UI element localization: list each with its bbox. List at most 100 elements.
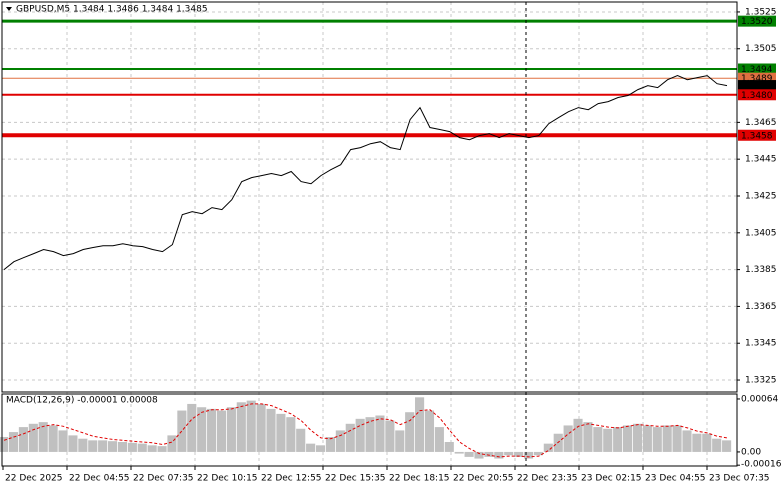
macd-bar [38,422,48,452]
y-tick-label: 1.3345 [745,339,777,349]
x-tick-label: 23 Dec 07:35 [709,474,770,484]
macd-bar [603,428,613,452]
macd-bar [68,435,78,452]
x-tick-label: 22 Dec 18:15 [389,474,450,484]
macd-y-tick-label: 0.00064 [741,394,778,404]
macd-bar [355,418,365,452]
macd-bar [523,451,534,459]
macd-bar [28,423,38,452]
macd-bar [8,432,19,452]
level-label: 1.3494 [741,65,773,75]
macd-bar [335,430,345,452]
macd-bar [533,451,543,456]
macd-bar [395,430,405,452]
macd-bar [107,441,118,452]
macd-bar [207,408,217,452]
macd-bar [98,440,108,452]
level-label-box [738,89,776,101]
macd-bar [375,415,385,452]
x-tick-label: 22 Dec 23:35 [517,474,578,484]
macd-bar [484,451,494,457]
macd-bar [296,428,306,452]
macd-bar [722,440,732,452]
x-tick-label: 22 Dec 07:35 [133,474,194,484]
y-tick-label: 1.3525 [745,7,777,17]
x-tick-label: 23 Dec 04:55 [645,474,706,484]
macd-bar [543,443,553,452]
y-tick-label: 1.3465 [745,118,777,128]
macd-bar [504,451,514,456]
macd-bar [464,451,474,457]
level-label-box [738,80,776,92]
y-tick-label: 1.3365 [745,302,777,312]
macd-bar [405,412,415,452]
x-tick-label: 22 Dec 10:15 [197,474,258,484]
macd-bar [712,438,722,452]
macd-bar [424,410,435,452]
macd-header: MACD(12,26,9) -0.00001 0.00008 [6,396,158,406]
level-label: 1.3458 [741,131,773,141]
y-tick-label: 1.3505 [745,44,777,54]
macd-bar [78,438,88,452]
y-tick-label: 1.3445 [745,155,777,165]
macd-bar [583,422,593,452]
macd-bar [632,423,643,452]
macd-bar [117,442,128,452]
macd-bar [48,425,58,452]
level-label-box [738,63,776,75]
macd-bar [187,403,197,452]
macd-bar [266,408,276,452]
macd-bar [286,417,296,452]
x-tick-label: 22 Dec 04:55 [69,474,130,484]
y-tick-label: 1.3405 [745,228,777,238]
macd-bar [157,446,167,452]
x-tick-label: 22 Dec 20:55 [453,474,514,484]
grid [2,2,737,466]
macd-bar [494,451,504,459]
macd-bar [236,402,246,452]
macd-bar [216,410,227,452]
y-tick-label: 1.3385 [745,265,777,275]
macd-bar [58,430,68,452]
macd-bar [88,440,98,452]
macd-bar [325,437,335,452]
x-tick-label: 22 Dec 2025 [5,474,63,484]
macd-bar [444,442,454,452]
level-label: 1.3480 [741,91,773,101]
level-label-box [738,15,776,27]
macd-bar [563,425,573,452]
level-label: 1.3489 [741,74,773,84]
macd-bar [662,425,672,452]
level-label: 1.3520 [741,17,773,27]
plot [0,19,737,459]
macd-bar [315,445,326,452]
level-label: 1.3485 [741,82,773,92]
macd-bar [652,427,662,452]
macd-bar [385,420,395,452]
x-tick-label: 22 Dec 12:55 [261,474,322,484]
macd-bar [345,423,355,452]
menu-arrow[interactable] [6,7,12,11]
macd-bar [306,443,316,452]
macd-bar [613,427,623,452]
y-tick-label: 1.3425 [745,191,777,201]
macd-bar [276,413,286,452]
macd-signal [3,403,728,458]
macd-bar [702,433,712,452]
macd-bar [434,427,444,452]
macd-bar [137,443,147,452]
macd-bar [147,445,157,452]
x-tick-label: 22 Dec 15:35 [325,474,386,484]
macd-y-tick-label: 0.00 [741,447,761,457]
macd-bar [692,433,702,452]
macd-bar [682,430,692,452]
macd-frame [1,393,738,467]
macd-bar [514,451,524,457]
macd-bar [0,437,9,452]
macd-bar [18,427,28,452]
macd-bar [593,427,603,452]
macd-bar [167,435,177,452]
macd-bar [642,425,652,452]
